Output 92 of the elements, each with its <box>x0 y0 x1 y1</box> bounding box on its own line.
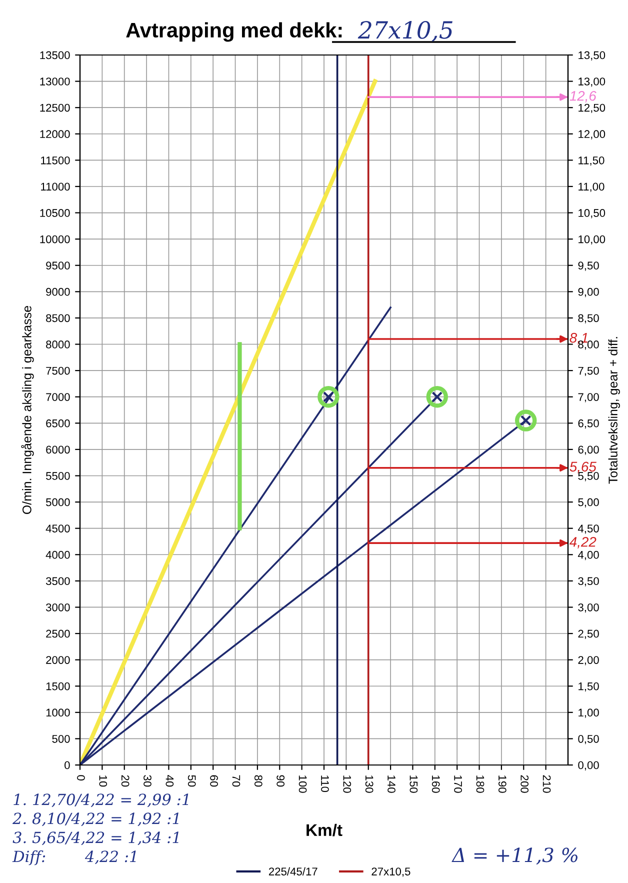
chart-subtitle: 27x10,5 <box>358 20 452 42</box>
y-tick-label: 8000 <box>46 340 70 348</box>
y-tick-label: 2500 <box>46 630 70 638</box>
y2-tick-label: 7,50 <box>578 366 599 376</box>
y-tick-label: 5500 <box>46 472 70 480</box>
y-tick-label: 13000 <box>40 78 70 86</box>
y2-tick-label: 0,00 <box>578 761 599 770</box>
y2-tick-label: 9,00 <box>578 288 599 298</box>
y2-tick-label: 3,50 <box>578 577 599 586</box>
y-tick-label: 6000 <box>46 446 70 454</box>
y-tick-label: 1000 <box>46 708 70 717</box>
y-tick-label: 9500 <box>46 262 70 270</box>
y2-tick-label: 11,00 <box>578 182 604 192</box>
y-tick-label: 10000 <box>40 235 70 244</box>
y2-tick-label: 12,50 <box>578 104 606 114</box>
x-tick-label: 20 <box>121 775 130 787</box>
y-tick-label: 11500 <box>41 156 70 164</box>
y2-tick-label: 10,50 <box>578 209 606 218</box>
y2-tick-label: 0,50 <box>578 734 599 744</box>
y2-tick-label: 12,00 <box>578 130 606 140</box>
y2-tick-label: 11,50 <box>578 156 604 166</box>
y-tick-label: 11000 <box>41 182 70 191</box>
y-tick-label: 2000 <box>46 656 70 664</box>
y-tick-label: 9000 <box>46 288 70 296</box>
x-tick-label: 40 <box>166 774 174 787</box>
y2-tick-label: 7,00 <box>578 393 599 402</box>
x-axis-title: Km/t <box>306 824 342 836</box>
x-tick-label: 190 <box>498 776 506 793</box>
y-tick-label: 10500 <box>40 209 70 217</box>
y2-tick-label: 10,00 <box>578 235 606 245</box>
chart-title: Avtrapping med dekk: <box>126 22 342 42</box>
x-tick-label: 120 <box>343 776 352 793</box>
y-tick-label: 8500 <box>46 314 70 322</box>
y-tick-label: 12000 <box>40 130 70 138</box>
y-tick-label: 6500 <box>46 419 70 428</box>
y2-tick-label: 2,50 <box>578 630 599 639</box>
y-tick-label: 5000 <box>46 498 70 506</box>
text: 5,65 <box>570 462 596 474</box>
y2-tick-label: 3,00 <box>578 603 599 613</box>
y2-tick-label: 4,00 <box>578 550 599 560</box>
y-tick-label: 12500 <box>40 104 70 112</box>
x-tick-label: 10 <box>99 776 108 787</box>
x-tick-label: 160 <box>432 776 440 793</box>
x-tick-label: 60 <box>210 775 218 787</box>
x-tick-label: 210 <box>542 775 551 793</box>
y-tick-label: 7000 <box>46 393 70 401</box>
y-tick-label: 13500 <box>40 51 70 60</box>
y2-tick-label: 1,50 <box>578 682 599 692</box>
text: 4,22 <box>569 536 596 548</box>
x-tick-label: 140 <box>388 776 396 793</box>
y-tick-label: 7500 <box>46 366 70 375</box>
legend-label: 27x10,5 <box>372 868 410 877</box>
y2-tick-label: 13,50 <box>578 51 606 60</box>
y2-tick-label: 2,00 <box>578 656 599 666</box>
x-tick-label: 0 <box>77 775 85 780</box>
y2-tick-label: 5,50 <box>578 472 599 482</box>
y-tick-label: 500 <box>52 734 70 743</box>
x-tick-label: 170 <box>454 776 462 793</box>
y2-tick-label: 8,50 <box>578 314 599 324</box>
y2-tick-label: 6,50 <box>578 419 599 429</box>
x-tick-label: 180 <box>476 776 484 793</box>
y2-tick-label: 9,50 <box>578 262 599 271</box>
x-tick-label: 130 <box>365 776 374 793</box>
y-tick-label: 3500 <box>46 577 70 586</box>
y2-tick-label: 13,00 <box>578 78 606 87</box>
y2-tick-label: 4,50 <box>578 524 599 534</box>
text: 2. 8,10/4,22 = 1,92 :1 <box>12 812 178 826</box>
x-tick-label: 80 <box>254 775 262 787</box>
y2-tick-label: 6,00 <box>578 446 599 455</box>
y-axis-title: O/min. Inngående aksling i gearkasse <box>21 306 34 514</box>
x-tick-label: 50 <box>188 775 196 787</box>
x-tick-label: 100 <box>298 776 307 793</box>
y2-tick-label: 5,00 <box>578 498 599 508</box>
y2-tick-label: 1,00 <box>578 708 599 718</box>
x-tick-label: 70 <box>232 775 240 787</box>
x-tick-label: 90 <box>276 775 285 787</box>
x-tick-label: 150 <box>410 776 418 793</box>
text: Diff: 4,22 :1 <box>12 850 136 866</box>
text: 3. 5,65/4,22 = 1,34 :1 <box>12 832 178 846</box>
text: Δ = +11,3 % <box>452 848 578 865</box>
text: 12,6 <box>570 90 596 102</box>
y2-axis-title: Totalutveksling, gear + diff. <box>608 337 620 484</box>
y-tick-label: 4000 <box>46 550 70 559</box>
x-tick-label: 110 <box>321 776 329 792</box>
y-tick-label: 0 <box>64 761 70 770</box>
y-tick-label: 3000 <box>46 603 70 612</box>
y-tick-label: 4500 <box>46 524 70 532</box>
legend-label: 225/45/17 <box>268 867 318 876</box>
y-tick-label: 1500 <box>46 682 70 690</box>
x-tick-label: 30 <box>144 775 152 787</box>
text: 1. 12,70/4,22 = 2,99 :1 <box>14 794 188 808</box>
x-tick-label: 200 <box>520 775 529 793</box>
